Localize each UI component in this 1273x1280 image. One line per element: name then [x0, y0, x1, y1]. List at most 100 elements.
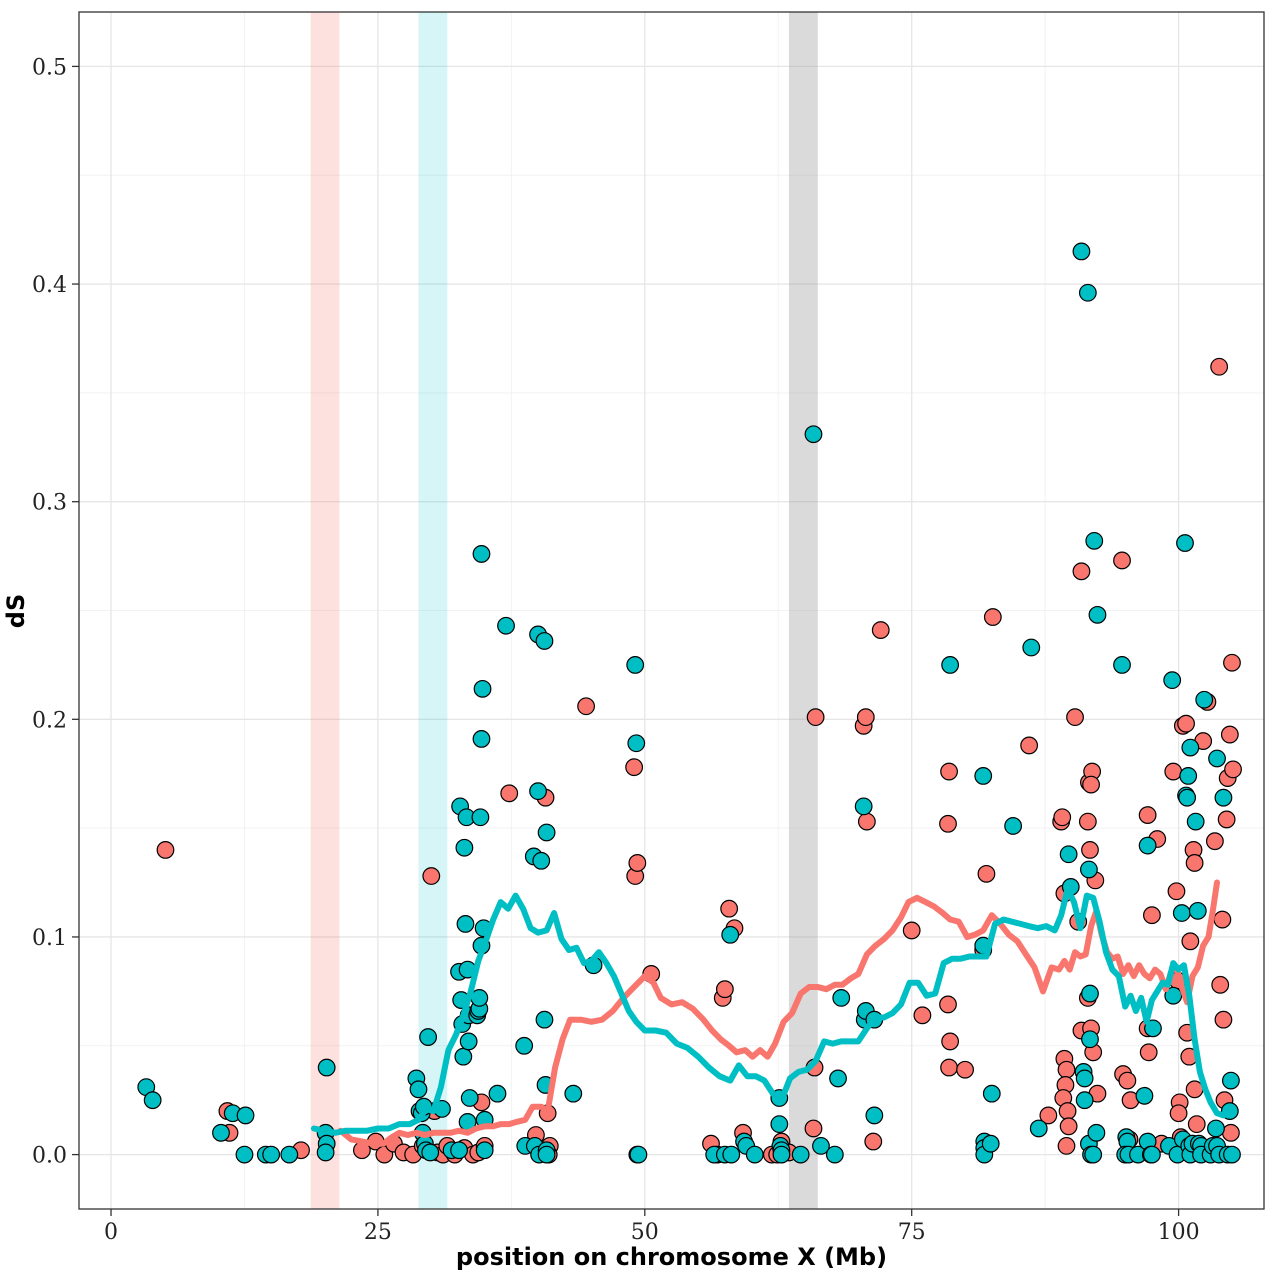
- grid: [79, 12, 1264, 1209]
- data-point: [1020, 736, 1039, 755]
- data-point: [1222, 1071, 1240, 1090]
- data-point: [419, 1028, 437, 1046]
- data-point: [472, 545, 491, 563]
- data-point: [812, 1136, 830, 1155]
- data-point: [1039, 1106, 1058, 1125]
- highlight-band: [788, 12, 818, 1209]
- data-point: [721, 925, 740, 944]
- x-tick-label: 25: [364, 1220, 392, 1245]
- y-tick-label: 0.4: [32, 273, 67, 298]
- data-point: [832, 988, 851, 1007]
- axes: 0 25 50 75 100 0.0 0.1 0.2 0.3 0.4 0.5: [32, 55, 1200, 1245]
- data-point: [939, 995, 957, 1014]
- data-point: [1143, 906, 1161, 925]
- data-point: [1059, 1117, 1078, 1136]
- data-point: [974, 767, 993, 785]
- data-point: [422, 867, 441, 885]
- data-point: [1088, 605, 1107, 624]
- data-point: [236, 1106, 255, 1125]
- data-point: [1022, 638, 1041, 657]
- data-point: [804, 425, 823, 444]
- data-point: [1058, 1102, 1077, 1120]
- highlight-bands: [310, 12, 818, 1209]
- data-point: [1053, 808, 1072, 827]
- data-point: [722, 1145, 741, 1164]
- data-point: [1187, 1115, 1206, 1134]
- data-point: [806, 708, 825, 727]
- data-point: [460, 1089, 479, 1107]
- data-point: [1143, 1145, 1161, 1164]
- data-point: [857, 812, 876, 831]
- data-point: [720, 899, 739, 918]
- data-point: [1176, 534, 1194, 552]
- data-point: [537, 1145, 556, 1164]
- data-point: [459, 1032, 478, 1051]
- data-point: [1208, 749, 1226, 768]
- data-point: [1207, 1119, 1225, 1138]
- data-point: [1078, 283, 1097, 302]
- data-point: [981, 1134, 1000, 1153]
- data-point: [1078, 812, 1097, 831]
- data-point: [1188, 901, 1207, 920]
- data-point: [1057, 1060, 1076, 1079]
- data-point: [1172, 904, 1191, 922]
- data-point: [1075, 1091, 1094, 1110]
- data-point: [1080, 860, 1098, 879]
- data-point: [497, 616, 515, 635]
- data-point: [1205, 832, 1224, 851]
- data-point: [1081, 841, 1099, 859]
- data-point: [1081, 1030, 1099, 1049]
- highlight-band: [418, 12, 448, 1209]
- data-point: [1004, 817, 1023, 835]
- data-point: [941, 1032, 960, 1051]
- data-point: [212, 1123, 230, 1142]
- data-points: [137, 242, 1242, 1164]
- data-point: [535, 632, 554, 650]
- data-point: [940, 762, 958, 781]
- data-point: [532, 851, 551, 870]
- data-point: [1214, 788, 1233, 807]
- data-point: [1214, 1010, 1233, 1029]
- data-point: [825, 1145, 844, 1164]
- data-point: [854, 797, 873, 816]
- data-point: [902, 921, 921, 940]
- data-point: [1113, 551, 1131, 570]
- x-tick-label: 50: [631, 1220, 659, 1245]
- x-tick-label: 100: [1158, 1220, 1200, 1245]
- data-point: [143, 1091, 162, 1110]
- data-point: [745, 1145, 764, 1164]
- data-point: [564, 1084, 583, 1103]
- data-point: [1059, 845, 1078, 864]
- data-point: [940, 1058, 958, 1077]
- data-point: [1163, 671, 1182, 690]
- data-point: [941, 656, 960, 674]
- data-point: [529, 782, 547, 801]
- data-point: [1223, 1145, 1241, 1164]
- data-point: [1181, 738, 1200, 757]
- y-tick-label: 0.1: [32, 926, 67, 951]
- data-point: [956, 1060, 974, 1079]
- data-point: [156, 841, 175, 859]
- data-point: [1213, 910, 1232, 929]
- data-point: [770, 1115, 789, 1134]
- data-point: [1177, 714, 1195, 733]
- data-point: [262, 1145, 281, 1164]
- data-point: [983, 608, 1002, 626]
- data-point: [1169, 1104, 1188, 1123]
- data-point: [1139, 1043, 1158, 1062]
- data-point: [1178, 788, 1197, 807]
- data-point: [317, 1058, 336, 1077]
- y-tick-label: 0.0: [32, 1144, 67, 1169]
- data-point: [450, 1141, 468, 1160]
- data-point: [1222, 1123, 1240, 1142]
- plot-panel-border: [78, 11, 1265, 1210]
- x-tick-label: 75: [898, 1220, 926, 1245]
- data-point: [535, 1010, 554, 1029]
- y-axis-title: dS: [2, 594, 30, 628]
- data-point: [1211, 975, 1230, 994]
- data-point: [1144, 1019, 1162, 1038]
- data-point: [1186, 812, 1205, 831]
- data-point: [1135, 1086, 1154, 1105]
- data-point: [1118, 1071, 1137, 1090]
